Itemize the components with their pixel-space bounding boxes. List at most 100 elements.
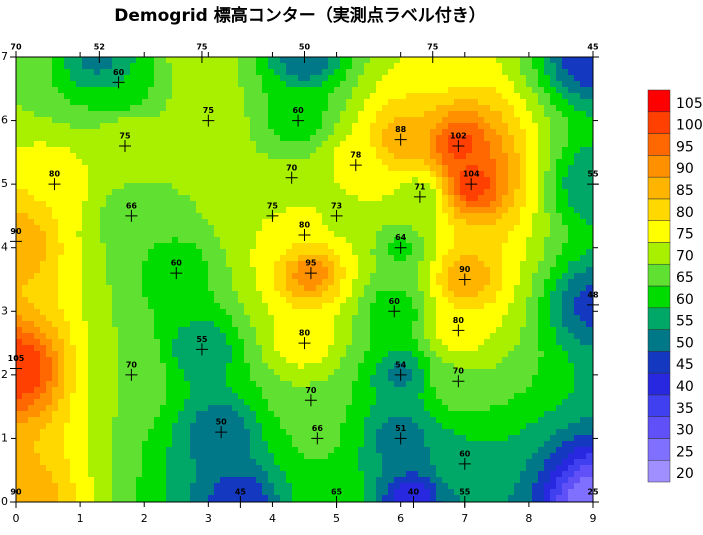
contour-cell — [148, 141, 155, 148]
contour-cell — [70, 153, 77, 160]
contour-cell — [526, 321, 533, 328]
contour-cell — [304, 279, 311, 286]
contour-cell — [64, 303, 71, 310]
contour-cell — [556, 183, 563, 190]
contour-cell — [316, 243, 323, 250]
contour-cell — [442, 225, 449, 232]
contour-cell — [76, 309, 83, 316]
contour-cell — [550, 243, 557, 250]
contour-cell — [346, 219, 353, 226]
contour-cell — [76, 297, 83, 304]
contour-cell — [568, 189, 575, 196]
contour-cell — [358, 135, 365, 142]
contour-cell — [526, 69, 533, 76]
contour-cell — [142, 267, 149, 274]
contour-cell — [304, 219, 311, 226]
contour-cell — [208, 291, 215, 298]
contour-cell — [208, 81, 215, 88]
contour-cell — [190, 165, 197, 172]
contour-cell — [568, 177, 575, 184]
contour-cell — [154, 153, 161, 160]
contour-cell — [196, 279, 203, 286]
contour-cell — [100, 249, 107, 256]
contour-cell — [208, 219, 215, 226]
contour-cell — [34, 273, 41, 280]
contour-cell — [70, 219, 77, 226]
contour-cell — [58, 309, 65, 316]
contour-cell — [268, 171, 275, 178]
contour-cell — [226, 291, 233, 298]
contour-cell — [298, 231, 305, 238]
contour-cell — [304, 195, 311, 202]
contour-cell — [364, 183, 371, 190]
contour-cell — [298, 285, 305, 292]
contour-cell — [238, 279, 245, 286]
contour-cell — [394, 135, 401, 142]
contour-cell — [490, 123, 497, 130]
contour-cell — [298, 267, 305, 274]
contour-cell — [436, 249, 443, 256]
contour-cell — [430, 297, 437, 304]
contour-cell — [478, 105, 485, 112]
contour-cell — [568, 249, 575, 256]
contour-cell — [52, 243, 59, 250]
contour-cell — [418, 297, 425, 304]
contour-cell — [178, 201, 185, 208]
contour-cell — [436, 279, 443, 286]
contour-cell — [358, 279, 365, 286]
contour-cell — [460, 171, 467, 178]
contour-cell — [466, 261, 473, 268]
contour-cell — [220, 249, 227, 256]
contour-cell — [478, 99, 485, 106]
contour-cell — [382, 207, 389, 214]
contour-cell — [334, 153, 341, 160]
contour-cell — [40, 117, 47, 124]
contour-cell — [58, 165, 65, 172]
contour-cell — [532, 189, 539, 196]
contour-cell — [352, 183, 359, 190]
contour-cell — [532, 87, 539, 94]
contour-cell — [346, 279, 353, 286]
contour-cell — [358, 297, 365, 304]
contour-cell — [280, 345, 287, 352]
contour-cell — [562, 147, 569, 154]
contour-cell — [64, 327, 71, 334]
contour-cell — [16, 357, 23, 364]
contour-cell — [226, 267, 233, 274]
contour-cell — [412, 303, 419, 310]
contour-cell — [460, 183, 467, 190]
contour-cell — [562, 279, 569, 286]
contour-cell — [520, 159, 527, 166]
contour-cell — [352, 189, 359, 196]
contour-cell — [568, 141, 575, 148]
contour-cell — [352, 63, 359, 70]
contour-cell — [514, 309, 521, 316]
contour-cell — [52, 159, 59, 166]
contour-cell — [514, 207, 521, 214]
contour-cell — [82, 75, 89, 82]
contour-cell — [328, 75, 335, 82]
contour-cell — [130, 123, 137, 130]
contour-cell — [316, 147, 323, 154]
contour-cell — [238, 357, 245, 364]
contour-cell — [586, 231, 593, 238]
contour-cell — [256, 285, 263, 292]
contour-cell — [532, 195, 539, 202]
contour-cell — [190, 171, 197, 178]
contour-cell — [16, 333, 23, 340]
contour-cell — [538, 225, 545, 232]
contour-cell — [250, 153, 257, 160]
contour-cell — [490, 351, 497, 358]
contour-cell — [370, 201, 377, 208]
contour-cell — [382, 81, 389, 88]
contour-cell — [214, 291, 221, 298]
contour-cell — [586, 177, 593, 184]
contour-cell — [202, 249, 209, 256]
contour-cell — [232, 111, 239, 118]
contour-cell — [166, 129, 173, 136]
contour-cell — [394, 147, 401, 154]
contour-cell — [124, 225, 131, 232]
contour-cell — [352, 303, 359, 310]
contour-cell — [208, 57, 215, 64]
contour-cell — [28, 249, 35, 256]
